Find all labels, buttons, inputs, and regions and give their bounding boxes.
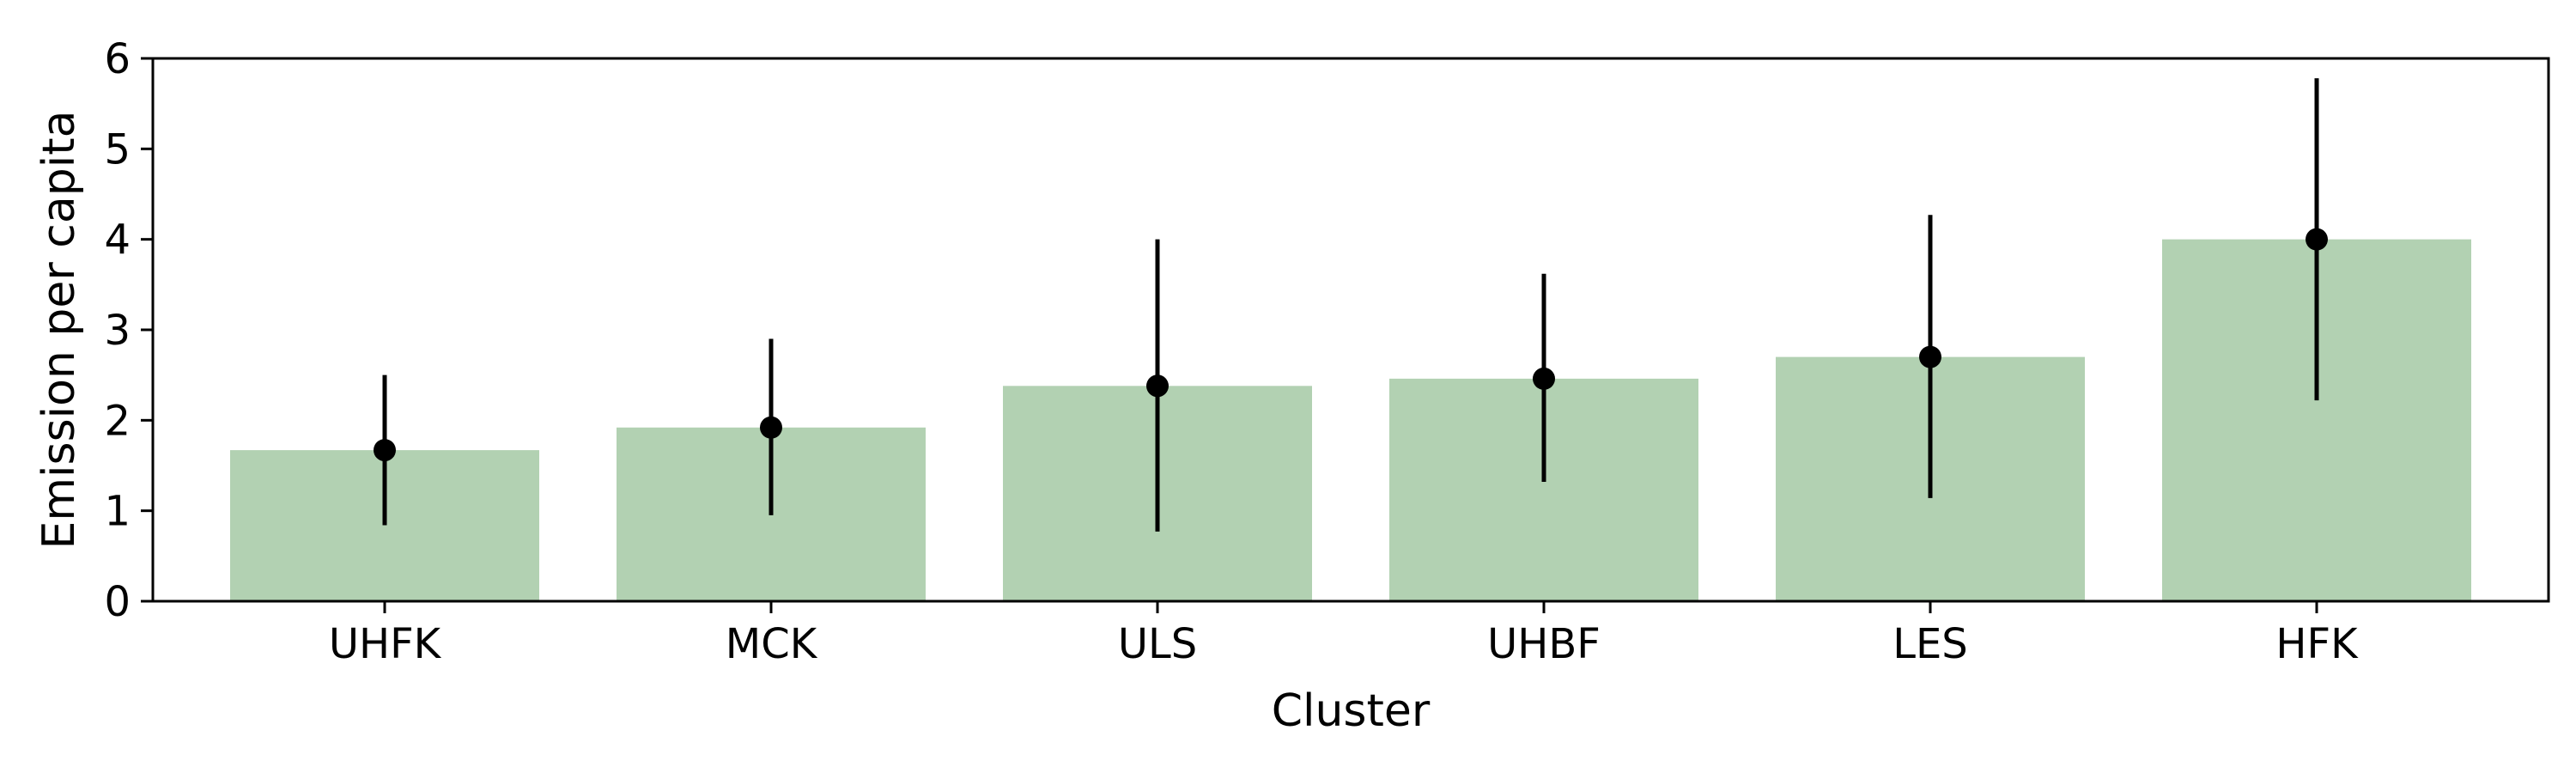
error-bars-layer [374, 78, 2328, 532]
x-tick-label: MCK [726, 620, 818, 668]
y-tick-label: 6 [104, 35, 131, 83]
y-tick-label: 1 [104, 488, 131, 536]
mean-marker-mck [760, 416, 782, 439]
x-axis-label: Cluster [1272, 685, 1431, 737]
y-axis-label: Emission per capita [33, 111, 85, 550]
y-tick-label: 3 [104, 307, 131, 355]
x-tick-label: UHBF [1487, 620, 1601, 668]
y-tick-label: 2 [104, 397, 131, 445]
mean-marker-uhbf [1533, 367, 1555, 390]
mean-marker-uhfk [374, 439, 396, 462]
bars-layer [230, 239, 2471, 601]
x-tick-label: UHFK [329, 620, 442, 668]
y-tick-label: 4 [104, 216, 131, 265]
x-tick-label: LES [1893, 620, 1968, 668]
y-tick-label: 0 [104, 578, 131, 626]
x-tick-label: ULS [1118, 620, 1197, 668]
mean-marker-hfk [2306, 228, 2328, 251]
y-tick-label: 5 [104, 125, 131, 173]
mean-marker-uls [1146, 374, 1169, 398]
x-axis: UHFK MCK ULS UHBF LES HFK [329, 601, 2359, 668]
mean-marker-les [1919, 345, 1941, 368]
x-tick-label: HFK [2275, 620, 2359, 668]
y-axis: 0 1 2 3 4 5 6 [104, 35, 153, 626]
